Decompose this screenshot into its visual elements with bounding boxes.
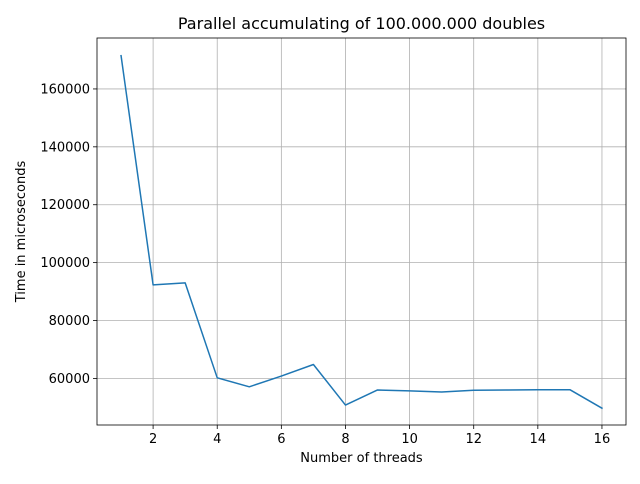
x-tick-label: 4 (213, 432, 221, 447)
y-tick-label: 80000 (49, 314, 90, 329)
y-tick-label: 100000 (40, 256, 90, 271)
series-line-0 (120, 54, 603, 410)
grid (97, 38, 626, 425)
x-axis-ticks: 2 4 6 8 10 12 14 16 (149, 425, 610, 447)
x-tick-label: 6 (277, 432, 285, 447)
x-tick-label: 16 (594, 432, 611, 447)
x-tick-label: 10 (401, 432, 418, 447)
x-tick-label: 8 (341, 432, 349, 447)
x-tick-label: 2 (149, 432, 157, 447)
x-axis-label: Number of threads (300, 451, 423, 466)
y-tick-label: 160000 (40, 82, 90, 97)
y-tick-label: 60000 (49, 372, 90, 387)
y-tick-label: 120000 (40, 198, 90, 213)
series-layer (120, 54, 603, 410)
x-tick-label: 14 (530, 432, 547, 447)
y-tick-label: 140000 (40, 140, 90, 155)
y-axis-label: Time in microseconds (14, 161, 29, 304)
plot-frame (96, 37, 627, 426)
x-tick-label: 12 (465, 432, 482, 447)
chart-title: Parallel accumulating of 100.000.000 dou… (178, 14, 545, 33)
y-axis-ticks: 60000 80000 100000 120000 140000 160000 (40, 82, 97, 387)
